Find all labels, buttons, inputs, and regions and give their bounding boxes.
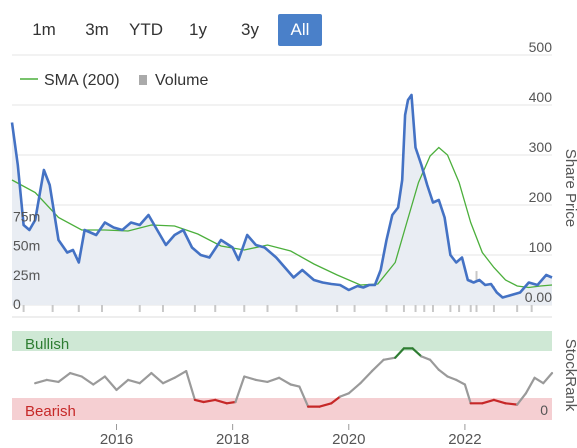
x-tick-label: 2018 [216, 431, 249, 448]
volume-bar [295, 304, 298, 312]
stockrank-segment [455, 378, 466, 386]
x-axis-ticks: 2016 2018 2020 2022 [100, 424, 482, 448]
stockrank-segment [80, 375, 95, 386]
stockrank-segment [254, 378, 269, 383]
stockrank-segment [173, 370, 188, 379]
stockrank-segment [202, 398, 217, 404]
y-tick-label: 300 [529, 139, 553, 155]
volume-bar [101, 300, 103, 312]
stockrank-segment [420, 355, 432, 361]
x-tick-label: 2016 [100, 431, 133, 448]
stockrank-segment [463, 383, 472, 405]
stockrank-segment [92, 375, 107, 386]
stockrank-segment [161, 376, 176, 385]
stockrank-segment [278, 376, 292, 386]
range-3m-button[interactable]: 3m [85, 20, 109, 39]
stockrank-segment [437, 368, 449, 378]
y-tick-label: 100 [529, 239, 553, 255]
volume-tick-label: 75m [13, 208, 40, 224]
stockrank-segment [266, 376, 281, 383]
stockrank-segment [330, 395, 342, 405]
volume-tick-label: 25m [13, 267, 40, 283]
stockrank-segment [370, 358, 385, 373]
stockrank-segment [127, 378, 141, 385]
stockrank-segment [185, 370, 196, 401]
bullish-label: Bullish [25, 336, 69, 353]
bullish-band [12, 331, 552, 351]
volume-bar [336, 303, 339, 312]
stockrank-segment [34, 378, 48, 385]
legend-volume-label: Volume [155, 72, 208, 89]
stockrank-segment [57, 372, 72, 383]
stockrank-segment [492, 398, 507, 405]
stockrank-segment [542, 372, 554, 385]
volume-tick-label: 50m [13, 238, 40, 254]
legend-volume-swatch [139, 75, 147, 85]
y-tick-label: 400 [529, 89, 553, 105]
volume-tick-label: 0 [13, 296, 21, 312]
volume-bar [431, 300, 434, 312]
stockrank-segment [234, 375, 246, 404]
stockrank-segment [214, 398, 228, 405]
stockrank-segment [150, 372, 165, 385]
volume-bar [161, 301, 164, 312]
stockrank-segment [411, 347, 423, 358]
stockrank-segment [289, 383, 301, 388]
y-tick-label: 0.00 [525, 289, 552, 305]
stockrank-segment [524, 376, 536, 395]
price-area [12, 95, 552, 305]
stockrank-segment [243, 375, 257, 381]
stockrank-line [34, 347, 554, 408]
stockrank-segment [103, 375, 118, 391]
x-tick-label: 2022 [448, 431, 481, 448]
range-ytd-button[interactable]: YTD [129, 20, 163, 39]
stockrank-segment [429, 358, 440, 371]
volume-axis-ticks: 0 25m 50m 75m [13, 208, 40, 312]
volume-bar [385, 300, 388, 312]
stockrank-segment [68, 372, 83, 378]
legend: SMA (200) Volume [20, 72, 208, 89]
volume-bar [214, 300, 217, 312]
range-all-button[interactable]: All [278, 14, 322, 46]
rank-axis-tick: 0 [540, 402, 548, 418]
stockrank-segment [115, 378, 130, 391]
rank-axis-title: StockRank [562, 339, 577, 412]
price-line [10, 93, 553, 299]
y-tick-label: 500 [529, 39, 553, 55]
range-1y-button[interactable]: 1y [189, 20, 207, 39]
y-axis-title: Share Price [562, 149, 577, 227]
stockrank-segment [382, 356, 397, 361]
stockrank-segment [225, 400, 237, 405]
legend-sma-label: SMA (200) [44, 72, 120, 89]
y-axis-ticks: 0.00 100 200 300 400 500 [525, 39, 552, 305]
volume-bar [266, 301, 269, 312]
y-tick-label: 200 [529, 189, 553, 205]
bearish-label: Bearish [25, 403, 76, 420]
stockrank-segment [446, 375, 458, 381]
stockrank-segment [339, 392, 350, 398]
stockrank-segment [516, 392, 528, 406]
bearish-band [12, 398, 552, 420]
stockrank-segment [193, 398, 205, 404]
range-1m-button[interactable]: 1m [32, 20, 56, 39]
stockrank-segment [533, 376, 545, 385]
stockrank-segment [318, 402, 333, 408]
stockrank-segment [347, 382, 362, 395]
stockrank-segment [298, 385, 310, 408]
stockrank-segment [394, 347, 405, 359]
stockrank-segment [45, 378, 60, 383]
stockrank-segment [481, 398, 495, 405]
stockrank-segment [359, 370, 374, 385]
range-3y-button[interactable]: 3y [241, 20, 259, 39]
stockrank-segment [504, 402, 519, 406]
stockrank-segment [138, 372, 153, 385]
x-tick-label: 2020 [332, 431, 365, 448]
